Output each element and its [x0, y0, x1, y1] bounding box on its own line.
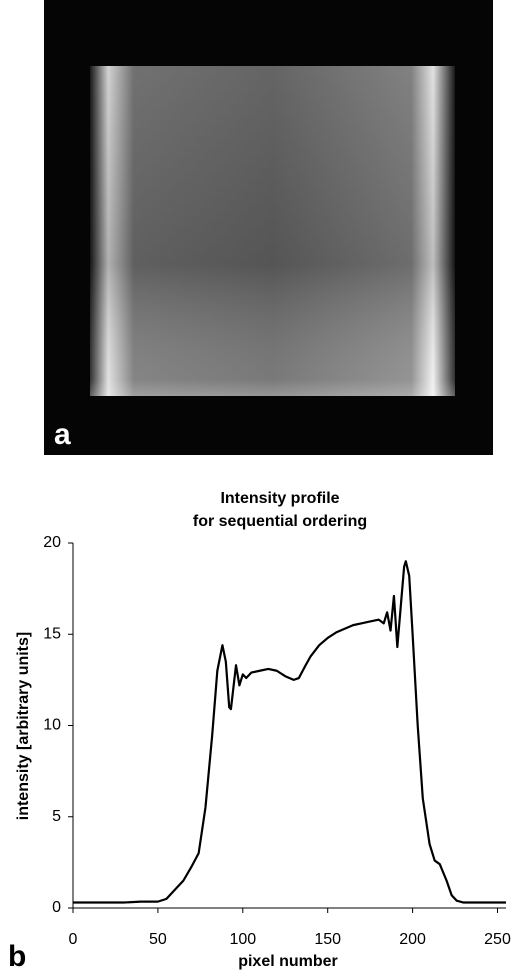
y-tick-label: 10 — [43, 717, 61, 734]
x-axis-label: pixel number — [238, 953, 338, 970]
panel-label: b — [8, 940, 26, 973]
image-shading — [90, 66, 455, 396]
x-tick-label: 0 — [69, 931, 78, 948]
y-tick-label: 0 — [52, 899, 61, 916]
x-tick-label: 150 — [314, 931, 341, 948]
image-panel: a — [44, 0, 493, 455]
panel-label: a — [54, 418, 71, 451]
y-tick-label: 5 — [52, 808, 61, 825]
y-axis-label: intensity [arbitrary units] — [15, 632, 32, 820]
x-tick-label: 50 — [149, 931, 167, 948]
y-tick-label: 15 — [43, 625, 61, 642]
x-tick-label: 250 — [484, 931, 511, 948]
chart-title: Intensity profile — [220, 490, 339, 507]
chart-title: for sequential ordering — [193, 513, 367, 530]
x-tick-label: 100 — [229, 931, 256, 948]
line-series — [73, 560, 506, 904]
y-tick-label: 20 — [43, 534, 61, 551]
x-tick-label: 200 — [399, 931, 426, 948]
